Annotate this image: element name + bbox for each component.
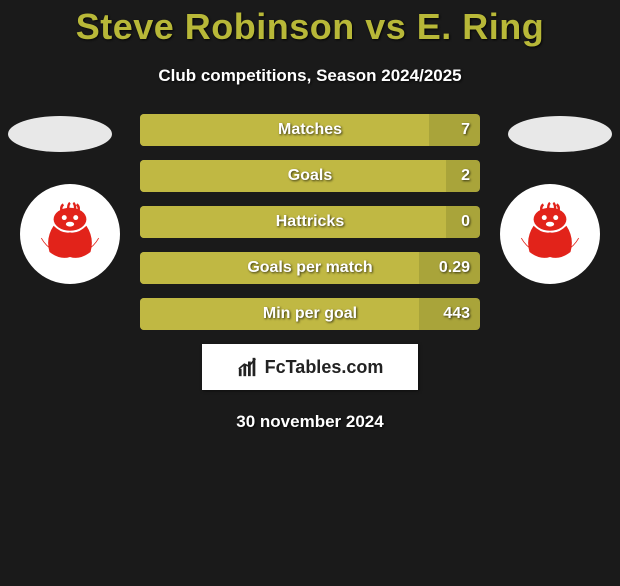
date-text: 30 november 2024: [0, 412, 620, 432]
subtitle: Club competitions, Season 2024/2025: [0, 66, 620, 86]
stat-bar-value: 443: [443, 298, 470, 330]
stat-bar: Goals per match0.29: [140, 252, 480, 284]
brand-box: FcTables.com: [202, 344, 418, 390]
comparison-content: Matches7Goals2Hattricks0Goals per match0…: [0, 114, 620, 432]
stat-bars: Matches7Goals2Hattricks0Goals per match0…: [140, 114, 480, 330]
stat-bar-value: 0.29: [439, 252, 470, 284]
ellipse-left: [8, 116, 112, 152]
stat-bar: Hattricks0: [140, 206, 480, 238]
stat-bar-value: 7: [461, 114, 470, 146]
stat-bar-value: 0: [461, 206, 470, 238]
lincoln-city-crest-icon: [29, 193, 111, 275]
ellipse-right: [508, 116, 612, 152]
stat-bar: Min per goal443: [140, 298, 480, 330]
club-badge-right: [500, 184, 600, 284]
club-badge-left: [20, 184, 120, 284]
stat-bar-label: Hattricks: [140, 206, 480, 238]
stat-bar-label: Goals: [140, 160, 480, 192]
page-title: Steve Robinson vs E. Ring: [0, 6, 620, 48]
stat-bar-label: Min per goal: [140, 298, 480, 330]
chart-icon: [237, 356, 259, 378]
stat-bar: Goals2: [140, 160, 480, 192]
stat-bar-label: Goals per match: [140, 252, 480, 284]
stat-bar-value: 2: [461, 160, 470, 192]
stat-bar: Matches7: [140, 114, 480, 146]
stat-bar-label: Matches: [140, 114, 480, 146]
lincoln-city-crest-icon: [509, 193, 591, 275]
brand-text: FcTables.com: [265, 357, 384, 378]
